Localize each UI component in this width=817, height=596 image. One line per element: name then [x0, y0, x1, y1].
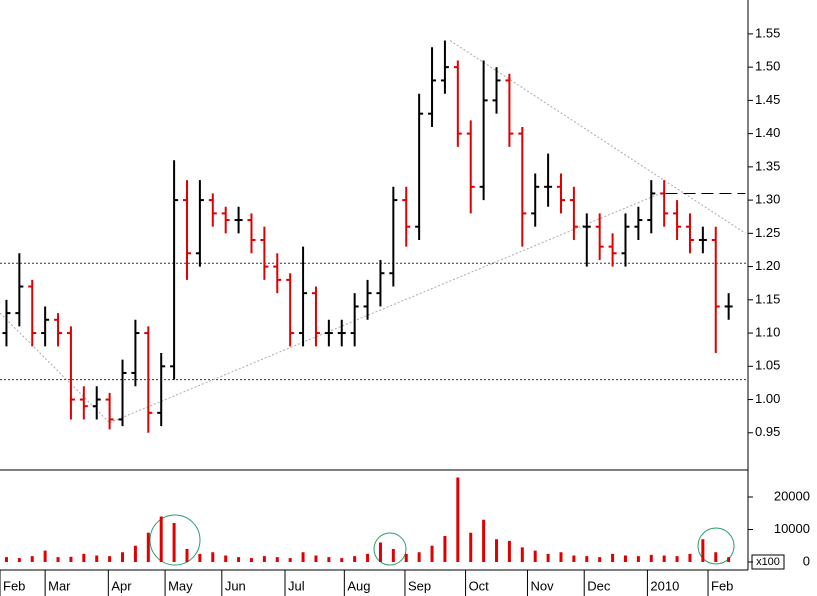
- volume-bar: [275, 557, 279, 562]
- y-tick-label: 1.30: [755, 192, 780, 207]
- x-tick-label: 2010: [650, 578, 679, 593]
- volume-bar: [456, 477, 460, 562]
- volume-bar: [69, 556, 73, 562]
- volume-bar: [198, 553, 202, 562]
- volume-bar: [314, 555, 318, 562]
- y-tick-label: 1.25: [755, 225, 780, 240]
- volume-bar: [340, 558, 344, 562]
- volume-bar: [520, 547, 524, 562]
- y-tick-label: 1.00: [755, 391, 780, 406]
- volume-bar: [546, 553, 550, 562]
- volume-bar: [507, 540, 511, 562]
- volume-bar: [662, 555, 666, 562]
- volume-bar: [185, 548, 189, 562]
- x-tick-label: Dec: [587, 578, 611, 593]
- x-tick-label: Apr: [111, 578, 132, 593]
- x-tick-label: Feb: [711, 578, 733, 593]
- volume-bar: [649, 554, 653, 562]
- volume-bar: [108, 556, 112, 562]
- volume-bar: [224, 555, 228, 562]
- volume-bar: [301, 552, 305, 562]
- y-tick-label: 1.10: [755, 324, 780, 339]
- volume-bar: [675, 556, 679, 562]
- volume-bar: [391, 548, 395, 562]
- volume-bar: [211, 552, 215, 562]
- y-tick-label: 1.50: [755, 59, 780, 74]
- volume-bar: [495, 539, 499, 562]
- volume-bar: [95, 555, 99, 562]
- x-tick-label: Nov: [530, 578, 554, 593]
- y-tick-label: 0.95: [755, 424, 780, 439]
- volume-bar: [623, 555, 627, 562]
- volume-bar: [469, 532, 473, 562]
- volume-bar: [598, 557, 602, 562]
- volume-bar: [585, 556, 589, 562]
- volume-bar: [327, 557, 331, 562]
- volume-bar: [159, 516, 163, 562]
- x-tick-label: Jul: [288, 578, 305, 593]
- y-tick-label: 1.05: [755, 358, 780, 373]
- highlight-circle: [149, 514, 201, 566]
- volume-bar: [404, 553, 408, 562]
- x-tick-label: Aug: [347, 578, 370, 593]
- volume-bar: [378, 542, 382, 562]
- volume-bar: [133, 545, 137, 562]
- volume-bar: [4, 557, 8, 562]
- x-tick-label: May: [168, 578, 193, 593]
- volume-bar: [727, 557, 731, 562]
- volume-bar: [17, 558, 21, 562]
- x-tick-label: Mar: [48, 578, 71, 593]
- volume-bar: [572, 555, 576, 562]
- y-tick-label: 1.40: [755, 125, 780, 140]
- x-tick-label: Feb: [3, 578, 25, 593]
- volume-bar: [559, 552, 563, 562]
- volume-bar: [430, 545, 434, 562]
- volume-bar: [482, 519, 486, 562]
- volume-bar: [701, 539, 705, 562]
- volume-bar: [417, 552, 421, 562]
- volume-bar: [30, 556, 34, 562]
- volume-bar: [172, 522, 176, 562]
- y-tick-label: 1.20: [755, 258, 780, 273]
- y-tick-label: 1.55: [755, 25, 780, 40]
- volume-bar: [82, 553, 86, 562]
- volume-bar: [611, 553, 615, 562]
- volume-bar: [43, 550, 47, 562]
- trend-line: [0, 312, 110, 424]
- x-tick-label: Sep: [408, 578, 431, 593]
- volume-bar: [688, 553, 692, 562]
- volume-bar: [56, 557, 60, 562]
- volume-bar: [249, 558, 253, 562]
- x-tick-label: Jun: [225, 578, 246, 593]
- highlight-circle: [373, 532, 407, 566]
- y-tick-label: 1.35: [755, 158, 780, 173]
- volume-bar: [636, 556, 640, 562]
- volume-bar: [714, 552, 718, 562]
- volume-bar: [121, 552, 125, 562]
- y-tick-label: 0: [803, 553, 810, 568]
- y-tick-label: 1.15: [755, 291, 780, 306]
- y-tick-label: 20000: [774, 488, 810, 503]
- trend-line: [109, 192, 661, 424]
- volume-bar: [533, 550, 537, 562]
- x-tick-label: Oct: [469, 578, 490, 593]
- trend-line: [449, 40, 746, 234]
- volume-bar: [366, 553, 370, 562]
- highlight-circle: [697, 527, 735, 565]
- volume-bar: [262, 556, 266, 562]
- volume-bar: [237, 557, 241, 562]
- y-tick-label: 10000: [774, 521, 810, 536]
- y-tick-label: 1.45: [755, 92, 780, 107]
- volume-bar: [443, 535, 447, 562]
- volume-bar: [146, 532, 150, 562]
- volume-bar: [353, 556, 357, 562]
- unit-label: x100: [756, 556, 780, 568]
- volume-bar: [288, 558, 292, 562]
